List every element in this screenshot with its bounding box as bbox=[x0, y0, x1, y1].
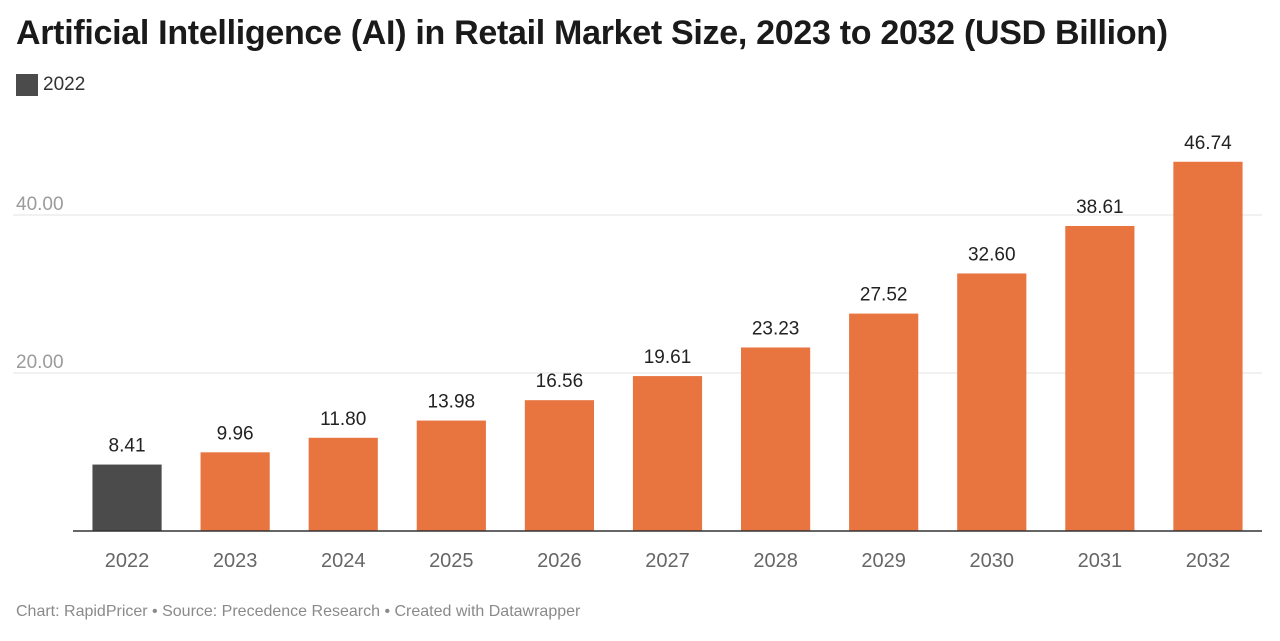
value-label-2031: 38.61 bbox=[1076, 197, 1124, 218]
bar-2023 bbox=[200, 452, 270, 531]
x-tick-label-2024: 2024 bbox=[321, 550, 366, 572]
x-tick-label-2026: 2026 bbox=[537, 550, 582, 572]
value-label-2028: 23.23 bbox=[752, 318, 800, 339]
bar-2032 bbox=[1173, 161, 1243, 531]
legend-label-2022: 2022 bbox=[43, 74, 86, 95]
x-tick-label-2027: 2027 bbox=[645, 550, 690, 572]
bar-2025 bbox=[416, 420, 486, 531]
x-tick-label-2032: 2032 bbox=[1186, 550, 1231, 572]
bar-2028 bbox=[741, 347, 811, 531]
legend-swatch-2022 bbox=[16, 74, 38, 96]
value-label-2024: 11.80 bbox=[320, 409, 366, 430]
x-tick-label-2023: 2023 bbox=[213, 550, 258, 572]
bar-2029 bbox=[849, 313, 919, 531]
value-label-2023: 9.96 bbox=[217, 423, 254, 444]
x-tick-label-2031: 2031 bbox=[1078, 550, 1123, 572]
value-label-2032: 46.74 bbox=[1184, 133, 1232, 154]
value-labels: 8.41 9.96 11.80 13.98 16.56 19.61 23.23 27.52 32… bbox=[109, 133, 1233, 457]
bar-2031 bbox=[1065, 225, 1135, 531]
value-label-2029: 27.52 bbox=[860, 285, 908, 306]
bar-2026 bbox=[524, 400, 594, 531]
value-label-2022: 8.41 bbox=[109, 436, 146, 457]
bar-2027 bbox=[632, 376, 703, 531]
x-tick-label-2029: 2029 bbox=[861, 550, 906, 572]
bars bbox=[92, 161, 1243, 531]
y-tick-label: 20.00 bbox=[16, 352, 64, 373]
x-tick-label-2022: 2022 bbox=[105, 550, 150, 572]
gridlines: 20.00 40.00 bbox=[13, 194, 1262, 374]
y-tick-label: 40.00 bbox=[16, 194, 64, 215]
x-tick-label-2025: 2025 bbox=[429, 550, 474, 572]
bar-2022 bbox=[92, 464, 162, 531]
x-tick-label-2030: 2030 bbox=[970, 550, 1015, 572]
x-axis: 2022 2023 2024 2025 2026 2027 2028 2029 2030 2031… bbox=[73, 530, 1262, 572]
value-label-2030: 32.60 bbox=[968, 244, 1016, 265]
value-label-2026: 16.56 bbox=[536, 371, 584, 392]
legend: 2022 bbox=[16, 74, 85, 96]
chart-title: Artificial Intelligence (AI) in Retail M… bbox=[16, 14, 1168, 52]
value-label-2025: 13.98 bbox=[428, 392, 476, 413]
value-label-2027: 19.61 bbox=[644, 347, 692, 368]
x-tick-label-2028: 2028 bbox=[753, 550, 798, 572]
chart-footer: Chart: RapidPricer • Source: Precedence … bbox=[16, 603, 581, 620]
bar-2024 bbox=[308, 437, 378, 531]
bar-2030 bbox=[957, 273, 1027, 531]
